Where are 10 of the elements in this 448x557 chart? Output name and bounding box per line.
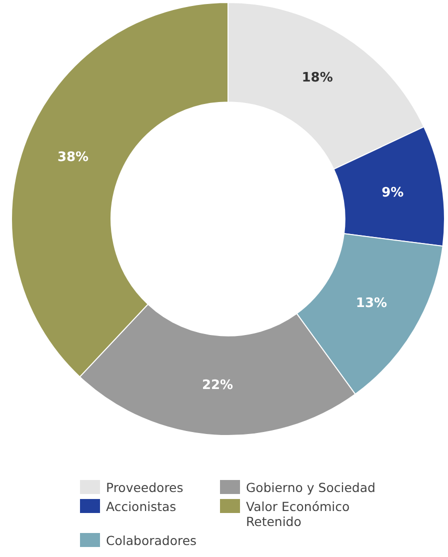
legend-label: Colaboradores (106, 533, 197, 548)
legend-label: Accionistas (106, 499, 176, 514)
legend-label: Valor Económico Retenido (246, 499, 351, 529)
data-label: 13% (356, 296, 388, 312)
data-label: 18% (302, 70, 333, 86)
data-label: 38% (57, 150, 89, 166)
data-label: 22% (202, 378, 234, 393)
legend-label: Proveedores (106, 480, 184, 495)
legend-label: Gobierno y Sociedad (246, 480, 376, 495)
data-label: 9% (382, 185, 404, 200)
